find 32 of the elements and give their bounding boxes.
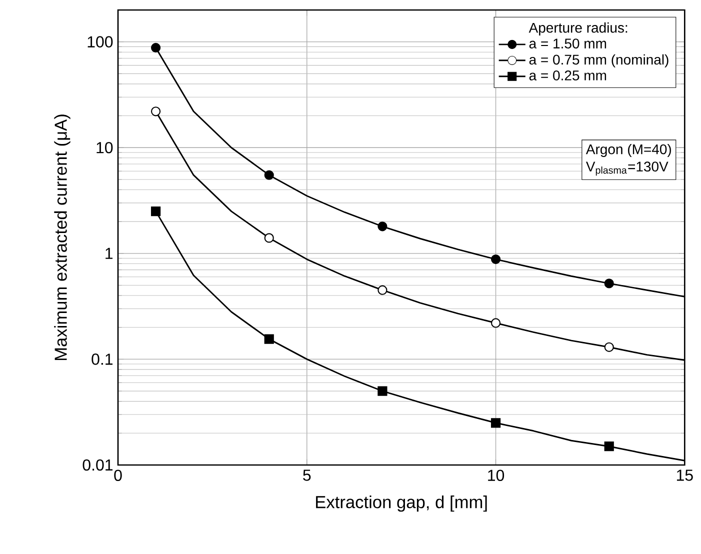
y-tick-label: 0.01 (82, 459, 113, 471)
point (378, 222, 388, 232)
point (264, 233, 274, 243)
point (490, 318, 501, 328)
y-tick-label: 100 (88, 36, 113, 48)
y-axis-title: Maximum extracted current (μA) (54, 114, 70, 360)
point (150, 106, 161, 116)
point (604, 442, 614, 452)
annotation: V$_{plasma}$=130V (586, 162, 668, 176)
legend-label: a = 1.50 mm (529, 38, 606, 48)
x-tick-label: 10 (488, 470, 504, 482)
y-tick-label: 10 (96, 142, 113, 154)
legend-label: a = 0.25 mm (529, 70, 606, 80)
y-tick-label: 0.1 (92, 354, 113, 365)
point (604, 278, 614, 288)
point (264, 334, 274, 344)
point (604, 342, 614, 352)
point (264, 170, 274, 180)
x-tick-label: 15 (676, 470, 693, 481)
legend-label: a = 0.75 mm (nominal) (529, 54, 668, 68)
point (490, 418, 501, 428)
point (150, 206, 161, 216)
point (150, 42, 161, 53)
annotation: Argon (M=40) (586, 144, 671, 157)
x-tick-label: 5 (303, 470, 311, 481)
legend-title: Aperture radius: (528, 22, 628, 36)
point (490, 254, 501, 264)
x-tick-label: 0 (114, 470, 122, 482)
x-axis-title: Extraction gap, d [mm] (316, 496, 487, 512)
point (378, 285, 388, 295)
y-tick-label: 1 (106, 248, 113, 259)
point (378, 386, 388, 396)
